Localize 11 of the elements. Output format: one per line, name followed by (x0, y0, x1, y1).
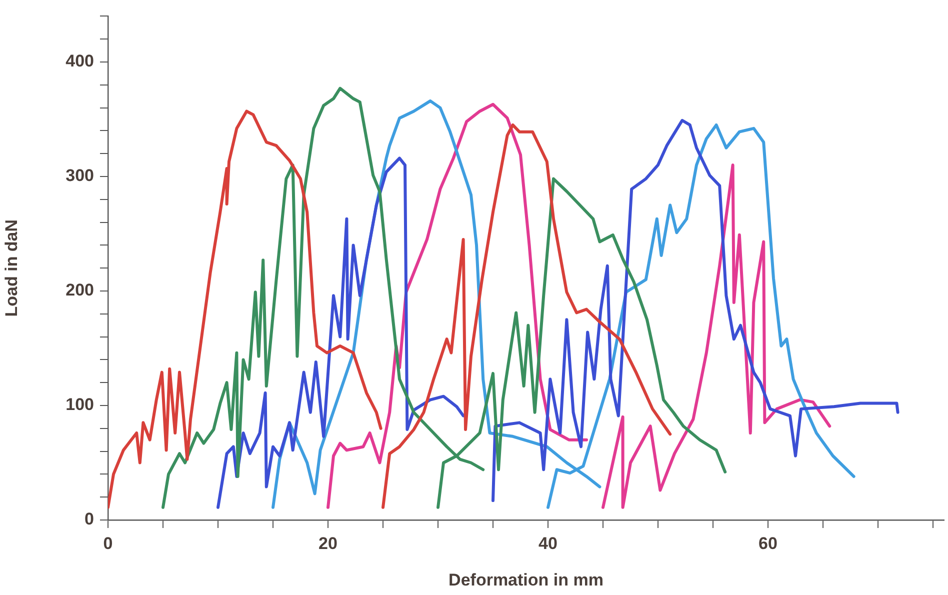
y-axis-title: Load in daN (2, 219, 21, 317)
y-tick-label: 200 (66, 280, 94, 300)
y-tick-label: 300 (66, 166, 94, 186)
y-tick-label: 400 (66, 52, 94, 71)
x-axis-title: Deformation in mm (448, 570, 604, 590)
x-tick-label: 20 (318, 534, 338, 553)
x-tick-label: 60 (758, 534, 778, 553)
x-tick-label: 40 (538, 534, 558, 553)
y-tick-label: 100 (66, 395, 94, 414)
y-tick-label: 0 (84, 510, 94, 529)
x-tick-label: 0 (103, 534, 113, 553)
